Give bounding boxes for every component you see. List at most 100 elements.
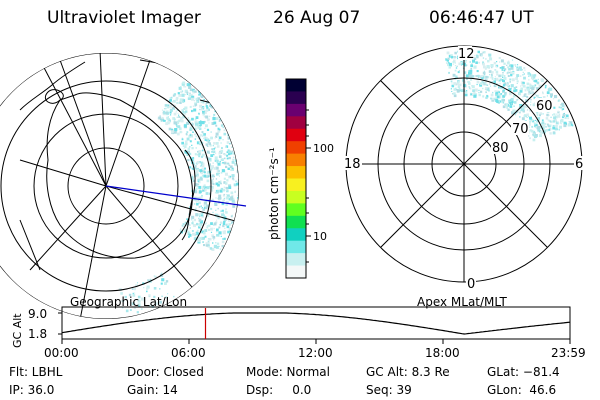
- aurora-speck: [191, 109, 194, 113]
- aurora-speck: [474, 55, 476, 57]
- aurora-speck: [169, 108, 173, 112]
- altitude-ytick-9: 9.0: [28, 307, 47, 321]
- aurora-speck: [182, 99, 186, 103]
- aurora-speck: [202, 114, 204, 116]
- aurora-speck: [528, 75, 530, 77]
- aurora-speck: [194, 168, 196, 170]
- aurora-speck: [206, 106, 209, 109]
- aurora-speck: [221, 252, 225, 256]
- aurora-speck: [537, 106, 540, 108]
- aurora-speck: [213, 115, 215, 117]
- aurora-speck: [215, 230, 218, 233]
- aurora-speck: [198, 226, 201, 229]
- aurora-speck: [207, 174, 211, 178]
- aurora-speck: [527, 122, 531, 126]
- aurora-speck: [198, 206, 201, 208]
- aurora-speck: [167, 113, 169, 115]
- aurora-speck: [203, 154, 205, 156]
- aurora-speck: [543, 108, 546, 111]
- aurora-speck: [537, 98, 539, 100]
- aurora-speck: [194, 120, 198, 124]
- aurora-speck: [510, 99, 512, 102]
- aurora-speck: [531, 87, 535, 91]
- aurora-speck: [165, 110, 169, 114]
- date-label: 26 Aug 07: [273, 8, 361, 28]
- aurora-speck: [185, 152, 188, 154]
- aurora-speck: [477, 50, 480, 54]
- aurora-speck: [537, 127, 541, 131]
- aurora-speck: [202, 231, 206, 235]
- aurora-speck: [186, 91, 189, 94]
- aurora-speck: [223, 132, 227, 136]
- aurora-speck: [197, 126, 199, 128]
- aurora-speck: [526, 109, 529, 111]
- aurora-speck: [205, 105, 208, 108]
- aurora-speck: [201, 149, 204, 152]
- aurora-speck: [538, 126, 541, 129]
- aurora-speck: [207, 199, 211, 203]
- aurora-speck: [534, 127, 536, 129]
- aurora-speck: [499, 82, 501, 85]
- aurora-speck: [184, 89, 188, 93]
- aurora-speck: [557, 100, 560, 102]
- aurora-speck: [187, 232, 191, 236]
- aurora-speck: [207, 245, 210, 248]
- aurora-speck: [530, 90, 533, 93]
- aurora-speck: [209, 166, 213, 170]
- aurora-speck: [468, 70, 470, 72]
- aurora-speck: [528, 79, 530, 81]
- aurora-speck: [558, 113, 561, 116]
- aurora-speck: [458, 87, 461, 90]
- aurora-speck: [192, 165, 196, 169]
- aurora-speck: [460, 62, 463, 64]
- aurora-speck: [492, 91, 494, 94]
- aurora-speck: [548, 114, 550, 116]
- aurora-speck: [504, 68, 507, 71]
- aurora-speck: [495, 99, 499, 103]
- aurora-speck: [228, 223, 231, 226]
- aurora-speck: [198, 112, 200, 115]
- aurora-speck: [202, 135, 204, 137]
- aurora-speck: [496, 61, 498, 63]
- aurora-speck: [181, 138, 184, 141]
- aurora-speck: [214, 202, 216, 204]
- aurora-speck: [501, 66, 504, 69]
- aurora-speck: [538, 109, 540, 111]
- aurora-speck: [193, 108, 197, 112]
- aurora-speck: [457, 55, 461, 59]
- aurora-speck: [166, 116, 169, 120]
- aurora-speck: [462, 78, 465, 82]
- aurora-speck: [238, 194, 239, 197]
- aurora-speck: [194, 127, 197, 130]
- aurora-speck: [237, 196, 239, 199]
- aurora-speck: [462, 81, 466, 85]
- aurora-speck: [528, 91, 532, 95]
- aurora-speck: [169, 99, 172, 102]
- aurora-speck: [524, 89, 527, 92]
- aurora-speck: [208, 163, 210, 166]
- aurora-speck: [222, 214, 224, 217]
- aurora-speck: [185, 133, 188, 136]
- aurora-speck: [492, 77, 494, 79]
- aurora-speck: [501, 98, 505, 102]
- aurora-speck: [510, 84, 514, 88]
- aurora-speck: [173, 93, 177, 96]
- aurora-speck: [198, 151, 201, 155]
- aurora-speck: [159, 288, 161, 290]
- aurora-speck: [200, 170, 204, 174]
- aurora-speck: [166, 121, 170, 125]
- aurora-speck: [218, 170, 220, 172]
- aurora-speck: [563, 121, 567, 125]
- aurora-speck: [537, 116, 541, 120]
- aurora-speck: [218, 175, 220, 177]
- aurora-speck: [546, 91, 550, 95]
- aurora-speck: [504, 75, 506, 77]
- aurora-speck: [191, 207, 192, 208]
- aurora-speck: [195, 167, 199, 171]
- aurora-speck: [529, 73, 532, 75]
- aurora-speck: [535, 123, 538, 127]
- aurora-speck: [465, 65, 467, 67]
- aurora-speck: [235, 180, 237, 183]
- aurora-speck: [191, 215, 195, 219]
- aurora-speck: [225, 189, 228, 191]
